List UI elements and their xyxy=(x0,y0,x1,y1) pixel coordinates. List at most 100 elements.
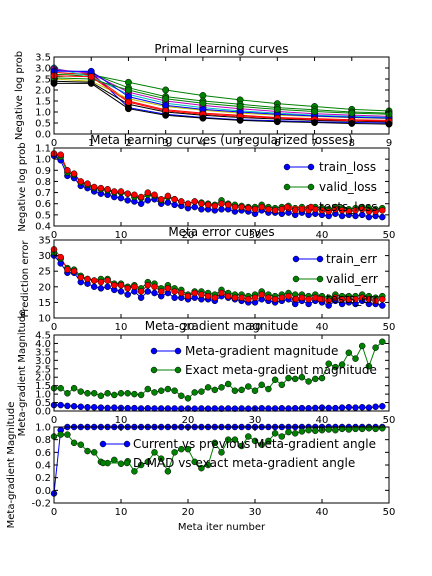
data-point xyxy=(162,111,170,119)
data-point xyxy=(312,375,319,383)
y-tick-label: 0.8 xyxy=(35,435,51,446)
y-tick-label: 0.0 xyxy=(35,486,51,497)
x-tick-label: 10 xyxy=(115,230,128,241)
data-point xyxy=(178,405,185,412)
data-point xyxy=(164,285,172,292)
data-point xyxy=(278,381,286,389)
series-line-6 xyxy=(53,68,390,117)
y-tick-label: 2.0 xyxy=(35,373,51,384)
data-point xyxy=(198,291,205,298)
data-point xyxy=(305,405,312,412)
x-tick-label: 40 xyxy=(316,507,329,518)
data-point xyxy=(171,201,178,209)
data-point xyxy=(144,405,152,412)
data-point xyxy=(124,404,131,412)
data-point xyxy=(90,404,98,411)
legend-label: valid_loss xyxy=(319,180,377,194)
data-point xyxy=(305,378,312,385)
x-tick-label: 4 xyxy=(200,138,206,149)
data-point xyxy=(104,185,111,193)
data-point xyxy=(325,360,332,367)
data-point xyxy=(178,198,185,205)
chart-title: Meta-gradient magnitude xyxy=(145,319,298,333)
data-point xyxy=(265,206,272,213)
data-point xyxy=(358,294,366,301)
chart-panel-4: 0 10 20 30 40 500.00.51.01.52.02.53.03.54.04.… xyxy=(17,310,395,437)
y-tick-label: 0.4 xyxy=(35,461,51,472)
data-point xyxy=(224,380,232,388)
data-point xyxy=(117,460,125,467)
data-point xyxy=(97,392,105,400)
data-point xyxy=(164,385,172,393)
data-point xyxy=(57,384,64,392)
data-point xyxy=(111,456,118,464)
data-point xyxy=(117,288,125,295)
data-point xyxy=(178,289,185,297)
data-point xyxy=(352,296,359,303)
data-point xyxy=(151,389,158,396)
data-point xyxy=(291,375,299,383)
x-tick-label: 30 xyxy=(249,322,262,333)
y-tick-label: 1.0 xyxy=(35,390,51,401)
data-point xyxy=(365,296,373,303)
data-point xyxy=(265,294,272,301)
data-point xyxy=(111,188,118,195)
y-tick-label: 1.0 xyxy=(35,155,51,166)
legend-label: valid_err xyxy=(326,272,378,286)
x-tick-label: 1 xyxy=(88,138,94,149)
data-point xyxy=(245,383,252,390)
legend-marker xyxy=(150,347,158,355)
data-point xyxy=(198,464,205,472)
data-point xyxy=(379,207,386,214)
data-point xyxy=(218,405,225,412)
data-point xyxy=(258,441,265,448)
x-tick-label: 10 xyxy=(115,322,128,333)
data-point xyxy=(124,98,132,106)
data-point xyxy=(191,198,198,205)
y-tick-label: 3.5 xyxy=(35,53,51,64)
data-point xyxy=(312,427,319,435)
data-point xyxy=(218,206,225,213)
y-tick-label: 0.9 xyxy=(35,166,51,177)
data-point xyxy=(64,266,71,273)
data-point xyxy=(90,277,98,284)
data-point xyxy=(90,449,98,456)
y-tick-label: 4.0 xyxy=(35,339,51,350)
data-point xyxy=(298,428,306,435)
data-point xyxy=(144,197,152,204)
legend-marker xyxy=(283,163,291,171)
y-axis-label: Meta-gradient Magnitude xyxy=(6,402,17,529)
data-point xyxy=(164,468,172,475)
x-tick-label: 9 xyxy=(386,138,392,149)
data-point xyxy=(278,294,286,301)
data-point xyxy=(137,288,145,295)
y-tick-label: 30 xyxy=(38,251,51,262)
y-tick-label: 15 xyxy=(38,298,51,309)
data-point xyxy=(97,278,105,286)
data-point xyxy=(338,404,346,411)
data-point xyxy=(87,73,95,81)
y-axis-label: Negative log prob xyxy=(17,142,28,231)
legend-marker xyxy=(99,440,107,448)
data-point xyxy=(325,404,332,412)
legend-marker xyxy=(307,163,315,171)
chart-panel-2: 0 10 20 30 40 500.40.50.60.70.80.91.01.1Meta … xyxy=(17,133,395,241)
legend-marker xyxy=(316,255,324,263)
data-point xyxy=(345,349,353,356)
data-point xyxy=(211,294,219,301)
data-point xyxy=(251,206,259,213)
data-point xyxy=(218,200,225,207)
data-point xyxy=(84,404,91,411)
data-point xyxy=(298,294,306,301)
data-point xyxy=(311,119,319,127)
data-point xyxy=(131,191,138,199)
data-point xyxy=(111,404,118,411)
data-point xyxy=(198,206,205,213)
x-axis-label: Meta iter number xyxy=(178,522,266,533)
data-point xyxy=(245,433,252,440)
y-tick-label: 2.5 xyxy=(35,364,51,375)
data-point xyxy=(285,292,292,300)
data-point xyxy=(332,206,339,213)
y-tick-label: 3.0 xyxy=(35,356,51,367)
y-tick-label: 0.5 xyxy=(35,210,51,221)
